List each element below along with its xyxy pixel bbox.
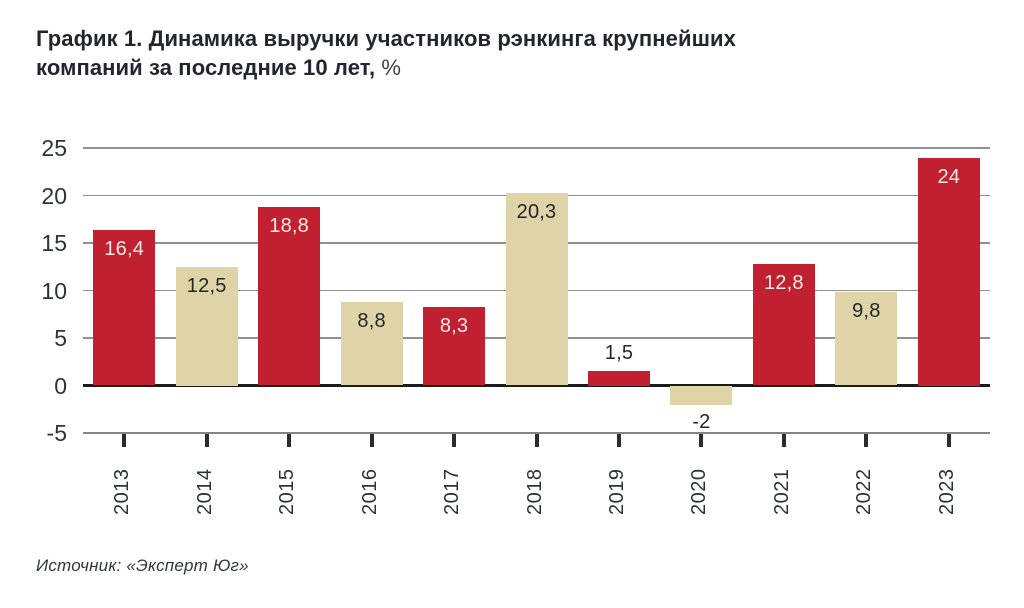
bar-2021 [752,263,815,386]
bar-2019 [587,371,650,386]
chart-title-text: График 1. Динамика выручки участников рэ… [36,26,736,81]
bar-2013 [93,229,156,386]
value-label-2013: 16,4 [104,237,145,260]
x-axis-label-2018: 2018 [523,468,546,516]
y-axis-label-0: 0 [54,372,67,399]
x-axis-label-2019: 2019 [605,468,628,516]
x-axis-tick-2017 [452,434,457,447]
gridline-0 [83,384,990,387]
x-axis-tick-2014 [204,434,209,447]
y-axis-label-5: 5 [54,325,67,351]
y-axis-label-20: 20 [41,182,67,209]
x-axis-label-2023: 2023 [935,468,958,516]
value-label-2020: -2 [692,410,711,433]
bar-2014 [175,266,238,386]
value-label-2021: 12,8 [763,271,804,294]
x-axis-label-2014: 2014 [193,468,216,516]
value-label-2022: 9,8 [852,300,881,323]
value-label-2017: 8,3 [439,314,469,337]
bar-2020 [670,385,733,405]
bar-2015 [258,206,321,386]
value-label-2014: 12,5 [186,274,227,297]
value-label-2016: 8,8 [357,309,386,332]
bar-2023 [917,157,980,386]
x-axis-tick-2018 [534,434,539,447]
x-axis-label-2021: 2021 [770,468,793,516]
x-axis-tick-2019 [616,434,621,447]
plot-area: 25 20 15 10 5 0 -5 16,4 2013 12,5 2014 18,8 2015 8,8 2… [41,135,990,515]
x-axis-tick-2022 [864,434,869,447]
value-label-2019: 1,5 [604,342,634,365]
x-axis-tick-2023 [946,434,951,447]
chart-title: График 1. Динамика выручки участников рэ… [36,24,816,82]
x-axis-label-2015: 2015 [276,468,299,516]
y-axis-label--5: -5 [46,420,67,446]
x-axis-tick-2016 [369,434,374,447]
bar-2018 [505,192,568,386]
x-axis-label-2022: 2022 [853,468,876,516]
y-axis-label-10: 10 [41,277,67,304]
y-axis-label-15: 15 [41,230,67,256]
gridline-25 [83,147,990,149]
chart-title-unit: % [381,55,402,81]
x-axis-label-2020: 2020 [688,468,711,516]
value-label-2018: 20,3 [516,200,557,223]
bar-2017 [423,306,486,386]
gridline--5 [83,432,990,435]
source-caption: Источник: «Эксперт Юг» [36,556,249,575]
bar-2016 [340,301,403,386]
x-axis-label-2016: 2016 [358,468,381,516]
x-axis-tick-2020 [699,434,704,447]
x-axis-tick-2015 [287,434,292,447]
x-axis-tick-2021 [781,434,786,447]
y-axis-label-25: 25 [41,135,67,161]
x-axis-tick-2013 [122,434,127,447]
bar-2022 [835,292,898,386]
x-axis-label-2013: 2013 [111,468,134,516]
value-label-2015: 18,8 [269,214,309,237]
x-axis-label-2017: 2017 [441,468,464,516]
value-label-2023: 24 [937,165,961,188]
